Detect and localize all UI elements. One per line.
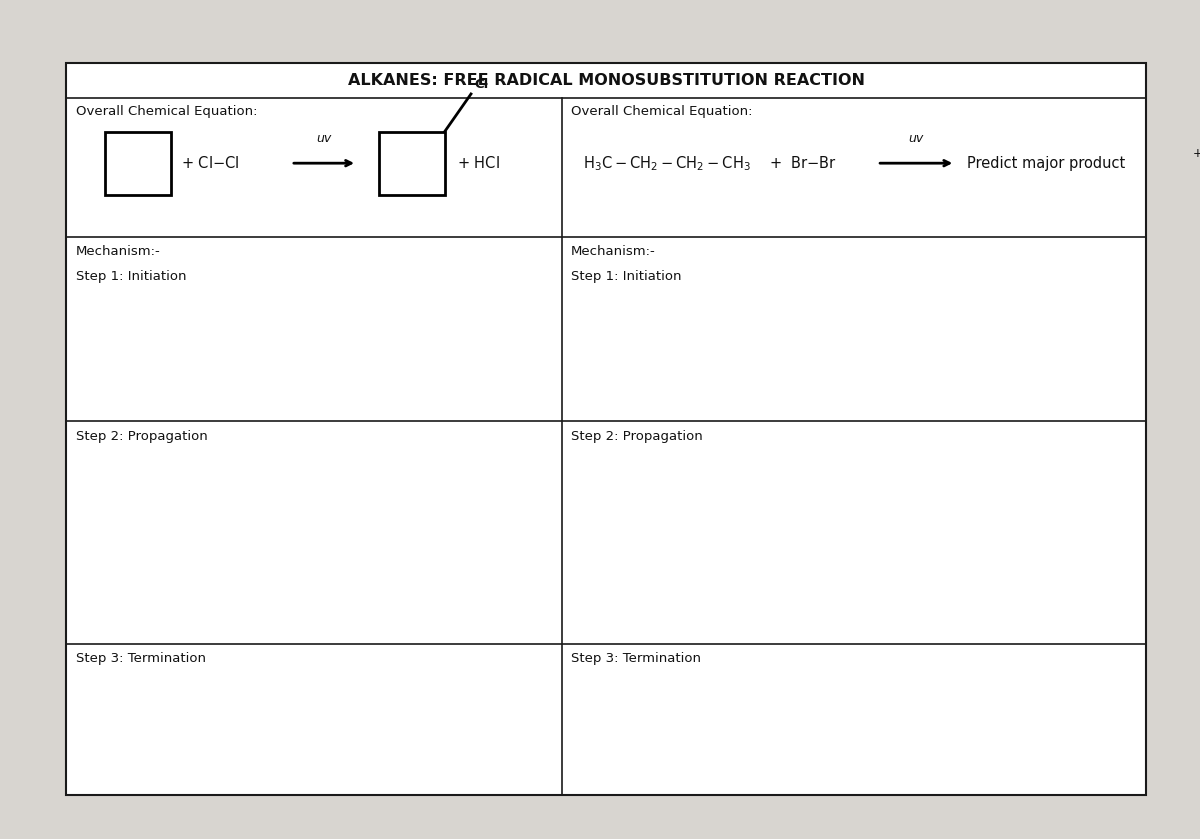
Text: Mechanism:-: Mechanism:- — [76, 245, 161, 258]
Text: $+$ Cl$-$Cl: $+$ Cl$-$Cl — [181, 155, 239, 171]
Bar — [379, 132, 445, 195]
Text: $\mathsf{H_3C-CH_2-CH_2-CH_3}$: $\mathsf{H_3C-CH_2-CH_2-CH_3}$ — [583, 154, 751, 173]
Bar — [106, 132, 172, 195]
Text: Cl: Cl — [475, 78, 488, 91]
Text: $+$  Br$-$Br: $+$ Br$-$Br — [769, 155, 838, 171]
Bar — [66, 63, 1146, 795]
Text: Step 1: Initiation: Step 1: Initiation — [76, 270, 186, 283]
Text: uv: uv — [317, 132, 331, 144]
Text: Step 1: Initiation: Step 1: Initiation — [571, 270, 682, 283]
Text: Mechanism:-: Mechanism:- — [571, 245, 656, 258]
Text: Overall Chemical Equation:: Overall Chemical Equation: — [76, 105, 257, 117]
Text: Overall Chemical Equation:: Overall Chemical Equation: — [571, 105, 752, 117]
Text: $+$ HBr: $+$ HBr — [1192, 147, 1200, 159]
Text: Step 2: Propagation: Step 2: Propagation — [76, 430, 208, 442]
Text: uv: uv — [908, 132, 924, 144]
Text: Predict major product: Predict major product — [967, 156, 1126, 170]
Text: Step 3: Termination: Step 3: Termination — [571, 652, 701, 664]
Text: ALKANES: FREE RADICAL MONOSUBSTITUTION REACTION: ALKANES: FREE RADICAL MONOSUBSTITUTION R… — [348, 73, 864, 88]
Text: Step 2: Propagation: Step 2: Propagation — [571, 430, 703, 442]
Text: Step 3: Termination: Step 3: Termination — [76, 652, 205, 664]
Text: $+$ HCl: $+$ HCl — [457, 155, 499, 171]
